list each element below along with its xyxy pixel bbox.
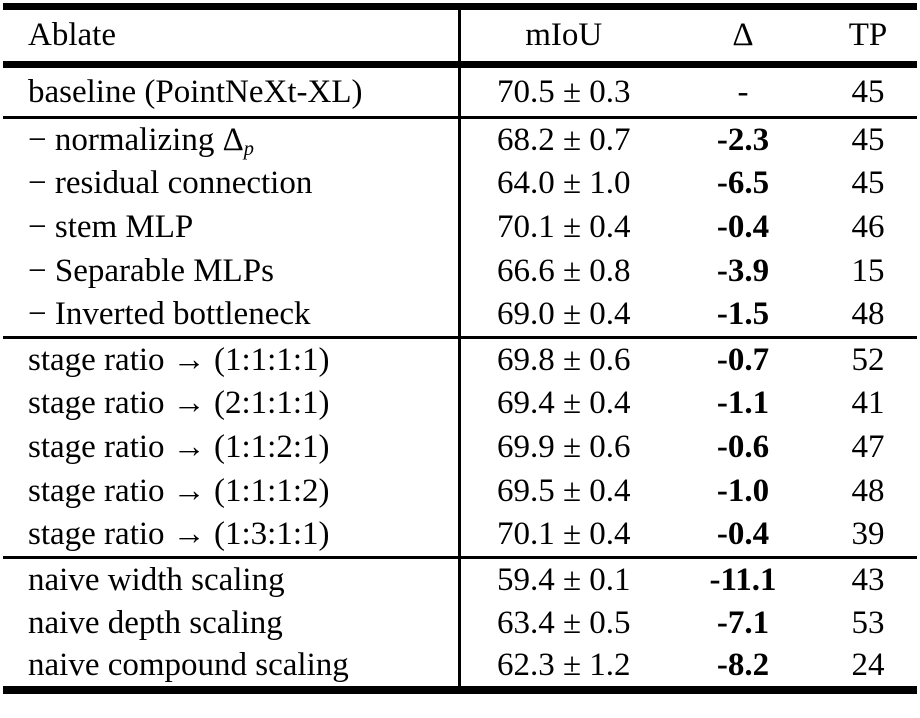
cell-miou: 64.0 ± 1.0 [496, 165, 631, 201]
table-row: naive width scaling 59.4 ± 0.1 -11.1 43 [3, 557, 917, 602]
cell-ablate: stage ratio → (1:3:1:1) [3, 513, 461, 558]
table-row: − residual connection 64.0 ± 1.0 -6.5 45 [3, 161, 917, 206]
cell-ablate: naive width scaling [3, 557, 461, 602]
table-header: Ablate mIoU Δ TP [3, 6, 917, 65]
cell-ablate: − Separable MLPs [3, 249, 461, 294]
cell-miou: 70.1 ± 0.4 [496, 209, 631, 245]
cell-ablate: naive compound scaling [3, 645, 461, 690]
table-row: stage ratio → (2:1:1:1) 69.4 ± 0.4 -1.1 41 [3, 381, 917, 426]
table-row: stage ratio → (1:3:1:1) 70.1 ± 0.4 -0.4 39 [3, 513, 917, 558]
cell-ablate: baseline (PointNeXt-XL) [3, 64, 461, 118]
cell-miou: 70.1 ± 0.4 [496, 516, 631, 553]
cell-tp: 48 [851, 473, 885, 509]
table-row: stage ratio → (1:1:2:1) 69.9 ± 0.6 -0.6 47 [3, 425, 917, 470]
cell-tp: 24 [851, 647, 885, 683]
cell-ablate: stage ratio → (1:1:1:1) [3, 337, 461, 382]
cell-tp: 41 [851, 385, 885, 421]
cell-miou: 63.4 ± 0.5 [496, 605, 631, 641]
cell-delta: -1.0 [716, 473, 770, 509]
cell-tp: 52 [851, 341, 885, 378]
cell-tp: 15 [851, 253, 885, 289]
section-stage-ratio: stage ratio → (1:1:1:1) 69.8 ± 0.6 -0.7 52 s… [3, 337, 917, 558]
cell-delta: - [737, 73, 749, 110]
table-row: stage ratio → (1:1:1:2) 69.5 ± 0.4 -1.0 48 [3, 469, 917, 514]
cell-ablate: stage ratio → (2:1:1:1) [3, 381, 461, 426]
table-row: − normalizing Δp 68.2 ± 0.7 -2.3 45 [3, 117, 917, 162]
ablation-table: Ablate mIoU Δ TP baseline (PointNeXt-XL)… [3, 3, 917, 694]
cell-miou: 68.2 ± 0.7 [496, 121, 631, 158]
cell-delta: -2.3 [716, 121, 770, 158]
cell-delta: -0.7 [716, 341, 770, 378]
cell-delta: -0.4 [716, 209, 770, 245]
cell-tp: 48 [851, 296, 885, 333]
table-row: baseline (PointNeXt-XL) 70.5 ± 0.3 - 45 [3, 64, 917, 118]
cell-miou: 66.6 ± 0.8 [496, 253, 631, 289]
table-row: − stem MLP 70.1 ± 0.4 -0.4 46 [3, 205, 917, 250]
section-baseline: baseline (PointNeXt-XL) 70.5 ± 0.3 - 45 [3, 64, 917, 118]
cell-ablate: − Inverted bottleneck [3, 293, 461, 338]
cell-miou: 59.4 ± 0.1 [496, 561, 631, 598]
cell-tp: 45 [851, 73, 885, 110]
cell-tp: 46 [851, 209, 885, 245]
cell-ablate: stage ratio → (1:1:2:1) [3, 425, 461, 470]
table-row: naive depth scaling 63.4 ± 0.5 -7.1 53 [3, 601, 917, 646]
cell-miou: 69.4 ± 0.4 [496, 385, 631, 421]
cell-miou: 69.8 ± 0.6 [496, 341, 631, 378]
table-row: − Inverted bottleneck 69.0 ± 0.4 -1.5 48 [3, 293, 917, 338]
cell-delta: -0.4 [716, 516, 770, 553]
subscript-label: p [243, 137, 255, 160]
column-header-tp: TP [848, 17, 888, 53]
cell-tp: 45 [851, 121, 885, 158]
cell-delta: -0.6 [716, 429, 770, 465]
section-component-ablations: − normalizing Δp 68.2 ± 0.7 -2.3 45− residu… [3, 117, 917, 338]
cell-delta: -6.5 [716, 165, 770, 201]
cell-miou: 70.5 ± 0.3 [496, 73, 631, 110]
cell-tp: 47 [851, 429, 885, 465]
cell-miou: 69.5 ± 0.4 [496, 473, 631, 509]
table-row: naive compound scaling 62.3 ± 1.2 -8.2 24 [3, 645, 917, 690]
table-row: stage ratio → (1:1:1:1) 69.8 ± 0.6 -0.7 52 [3, 337, 917, 382]
table-row: − Separable MLPs 66.6 ± 0.8 -3.9 15 [3, 249, 917, 294]
cell-ablate: naive depth scaling [3, 601, 461, 646]
cell-delta: -11.1 [709, 561, 777, 598]
section-naive-scaling: naive width scaling 59.4 ± 0.1 -11.1 43 naiv… [3, 557, 917, 690]
cell-tp: 43 [851, 561, 885, 598]
column-header-miou: mIoU [525, 17, 603, 53]
cell-miou: 69.9 ± 0.6 [496, 429, 631, 465]
cell-ablate: − normalizing Δp [3, 117, 461, 162]
column-header-ablate: Ablate [3, 6, 461, 65]
cell-miou: 69.0 ± 0.4 [496, 296, 631, 333]
cell-ablate: stage ratio → (1:1:1:2) [3, 469, 461, 514]
cell-tp: 39 [851, 516, 885, 553]
cell-delta: -7.1 [716, 605, 770, 641]
cell-delta: -1.1 [716, 385, 770, 421]
cell-ablate: − stem MLP [3, 205, 461, 250]
cell-delta: -8.2 [716, 647, 770, 683]
cell-miou: 62.3 ± 1.2 [496, 647, 631, 683]
cell-delta: -1.5 [716, 296, 770, 333]
cell-tp: 45 [851, 165, 885, 201]
cell-ablate: − residual connection [3, 161, 461, 206]
header-row: Ablate mIoU Δ TP [3, 6, 917, 65]
cell-tp: 53 [851, 605, 885, 641]
cell-delta: -3.9 [716, 253, 770, 289]
column-header-delta: Δ [732, 17, 754, 53]
